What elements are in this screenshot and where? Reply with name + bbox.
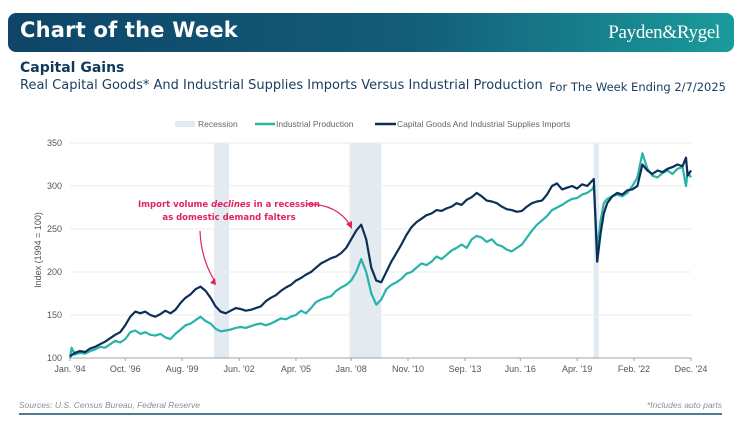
recession-band	[214, 143, 230, 358]
recession-band	[349, 143, 382, 358]
legend: Recession Industrial Production Capital Go…	[175, 119, 570, 129]
legend-swatch-recession	[175, 121, 195, 127]
y-tick-label: 300	[47, 181, 62, 191]
imports-line	[69, 156, 692, 358]
y-tick-label: 150	[47, 310, 62, 320]
y-tick-label: 100	[47, 353, 62, 363]
header-banner: Chart of the Week Payden&Rygel	[8, 13, 734, 52]
legend-label-industrial-production: Industrial Production	[276, 119, 354, 129]
x-tick-label: Jun. '16	[505, 364, 536, 374]
annotation-arrow-2008	[306, 203, 351, 226]
arrowhead-icon	[346, 221, 352, 229]
x-tick-label: Sep. '13	[449, 364, 482, 374]
x-tick-label: Feb. '22	[618, 364, 650, 374]
x-tick-label: Aug. '99	[166, 364, 199, 374]
y-tick-label: 350	[47, 138, 62, 148]
chart-subtitle: Real Capital Goods* And Industrial Suppl…	[20, 78, 543, 93]
x-tick-label: Apr. '19	[562, 364, 592, 374]
x-tick-label: Jan. '94	[54, 364, 85, 374]
chart-headline: Capital Gains	[20, 60, 125, 76]
x-tick-label: Apr. '05	[281, 364, 311, 374]
y-tick-label: 250	[47, 224, 62, 234]
y-axis-label: Index (1994 = 100)	[33, 212, 43, 288]
annotation-emphasis: declines	[211, 200, 251, 210]
annotation-text-line1: Import volume declines in a recession	[138, 200, 320, 210]
footer-divider	[19, 413, 722, 415]
recession-bands	[214, 143, 599, 358]
annotation-text-line2: as domestic demand falters	[162, 213, 295, 223]
week-ending-label: For The Week Ending 2/7/2025	[549, 80, 726, 94]
annotation: Import volume declines in a recession as …	[138, 200, 352, 285]
y-axis-ticks: 100 150 200 250 300 350	[47, 138, 62, 363]
series-lines	[68, 152, 692, 359]
legend-label-imports: Capital Goods And Industrial Supplies Im…	[397, 119, 570, 129]
x-tick-label: Nov. '10	[392, 364, 424, 374]
annotation-text-part: Import volume	[138, 200, 211, 210]
x-tick-label: Dec. '24	[675, 364, 708, 374]
annotation-arrow-2001	[199, 230, 215, 281]
x-tick-label: Jan. '08	[336, 364, 367, 374]
annotation-text-part: in a recession	[251, 200, 320, 210]
arrowhead-icon	[210, 278, 216, 285]
footnote: *Includes auto parts	[646, 400, 722, 410]
y-tick-label: 200	[47, 267, 62, 277]
x-tick-label: Oct. '96	[110, 364, 141, 374]
sources-note: Sources: U.S. Census Bureau, Federal Res…	[19, 400, 200, 410]
legend-label-recession: Recession	[198, 119, 238, 129]
x-axis: Jan. '94 Oct. '96 Aug. '99 Jun. '02 Apr. '05…	[54, 357, 708, 374]
gridlines	[70, 142, 691, 316]
header-title: Chart of the Week	[20, 18, 238, 42]
x-tick-label: Jun. '02	[223, 364, 254, 374]
brand-logo: Payden&Rygel	[608, 22, 720, 43]
